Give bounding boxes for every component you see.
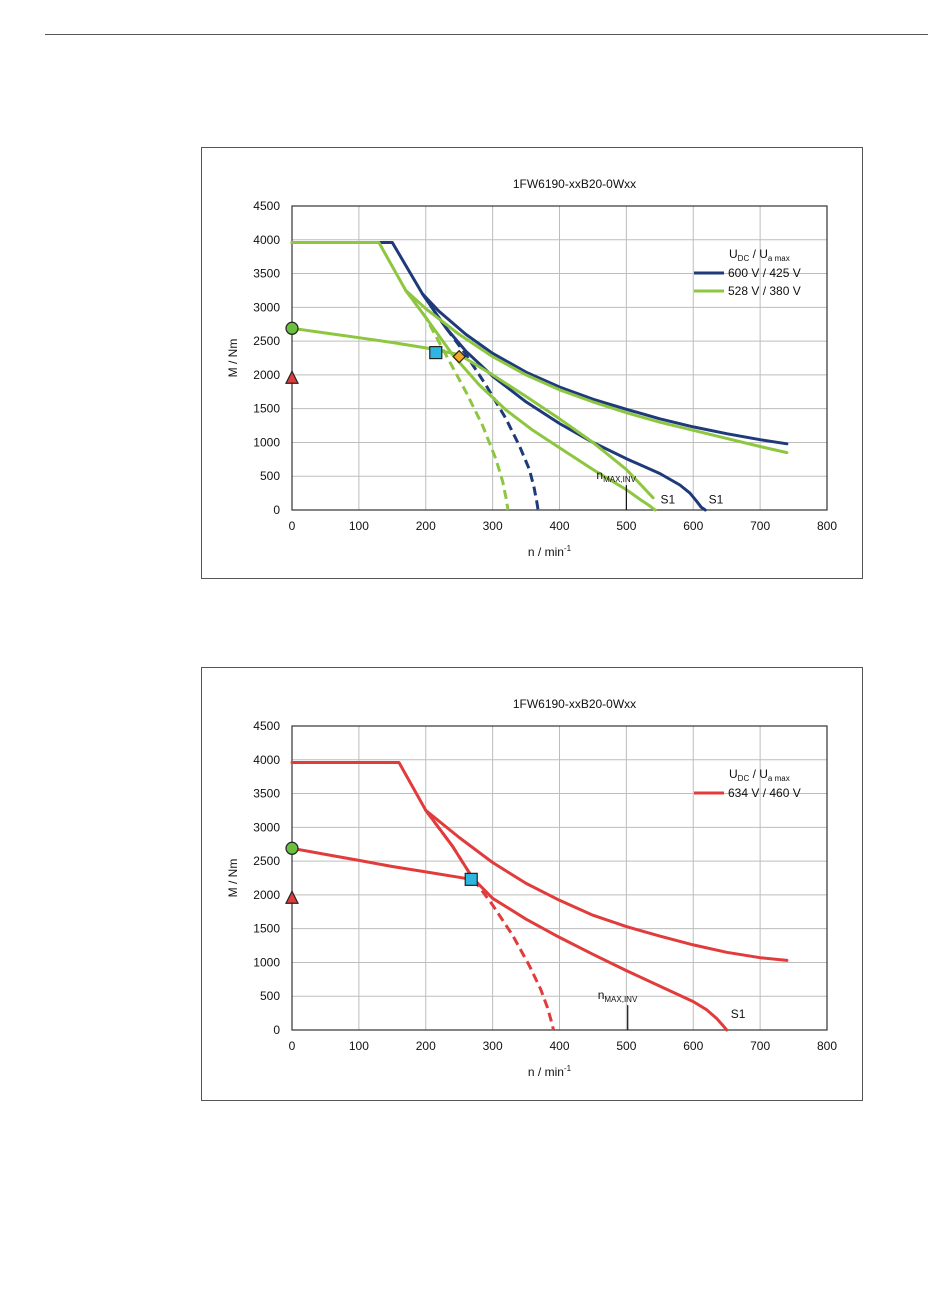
- series-line-5: [404, 288, 657, 512]
- marker-square: [464, 872, 478, 886]
- annotation-label: S1: [709, 492, 724, 506]
- y-axis-label: M / Nm: [226, 339, 240, 378]
- x-axis-label: n / min-1: [528, 1064, 572, 1079]
- series-line-2: [424, 808, 729, 1032]
- y-tick-label: 0: [273, 1023, 280, 1037]
- y-tick-label: 4500: [253, 719, 280, 733]
- y-tick-label: 1000: [253, 435, 280, 449]
- legend-header-sep: /: [749, 767, 759, 781]
- x-tick-label: 200: [416, 1039, 436, 1053]
- legend-entry: 528 V / 380 V: [728, 284, 801, 298]
- x-axis-label-sup: -1: [564, 544, 572, 553]
- series-group: [290, 241, 789, 512]
- x-tick-label: 200: [416, 519, 436, 533]
- legend-header-sep: /: [749, 247, 759, 261]
- x-tick-label: 600: [683, 1039, 703, 1053]
- n-max-inv-label: nMAX,INV: [596, 468, 636, 484]
- y-tick-label: 500: [260, 469, 280, 483]
- series-line-3: [421, 292, 540, 511]
- torque-speed-chart-2: 1FW6190-xxB20-0Wxx 0 100 200 300 400 500 600 700…: [226, 697, 837, 1079]
- y-tick-label: 3000: [253, 300, 280, 314]
- n-max-inv-sub: MAX,INV: [603, 475, 637, 484]
- chart-title: 1FW6190-xxB20-0Wxx: [513, 697, 636, 711]
- y-tick-label: 2000: [253, 368, 280, 382]
- x-tick-label: 300: [483, 519, 503, 533]
- grid: [291, 205, 828, 511]
- y-tick-label: 2500: [253, 854, 280, 868]
- x-axis-label-sup: -1: [564, 1064, 572, 1073]
- x-tick-label: 300: [483, 1039, 503, 1053]
- x-tick-label: 400: [549, 519, 569, 533]
- y-tick-label: 2500: [253, 334, 280, 348]
- series-group: [290, 761, 789, 1032]
- legend-header: UDC / Ua max: [729, 247, 790, 263]
- y-tick-label: 4500: [253, 199, 280, 213]
- legend-header-u1: U: [729, 767, 738, 781]
- plot-border: [291, 205, 828, 511]
- chart-title: 1FW6190-xxB20-0Wxx: [513, 177, 636, 191]
- y-tick-label: 3500: [253, 787, 280, 801]
- legend-header-u2: U: [759, 247, 768, 261]
- series-line-3: [424, 809, 555, 1031]
- legend-entry: 600 V / 425 V: [728, 266, 801, 280]
- n-max-inv-sub: MAX,INV: [604, 995, 638, 1004]
- chart-frame-1: 1FW6190-xxB20-0Wxx 0 100 200 300 400 500 600 700…: [201, 147, 863, 579]
- marker-square: [429, 345, 443, 360]
- x-tick-label: 0: [289, 519, 296, 533]
- series-line-1: [290, 761, 789, 962]
- marker-circle: [285, 841, 299, 855]
- y-tick-label: 3500: [253, 267, 280, 281]
- x-tick-label: 500: [616, 519, 636, 533]
- grid: [291, 725, 828, 1031]
- marker-diamond: [452, 349, 467, 364]
- legend-header: UDC / Ua max: [729, 767, 790, 783]
- series-line-7: [290, 326, 655, 500]
- series-line-4: [290, 846, 473, 881]
- top-rule: [45, 34, 928, 35]
- legend-header-s1: DC: [738, 254, 750, 263]
- series-line-4: [290, 241, 789, 455]
- x-tick-label: 400: [549, 1039, 569, 1053]
- y-axis-label: M / Nm: [226, 859, 240, 898]
- series-line-6: [404, 289, 510, 511]
- annotation-label: S1: [731, 1007, 746, 1021]
- n-max-inv-label: nMAX,INV: [598, 988, 638, 1004]
- marker-circle: [285, 321, 299, 335]
- y-tick-label: 500: [260, 989, 280, 1003]
- x-tick-label: 0: [289, 1039, 296, 1053]
- x-axis-label: n / min-1: [528, 544, 572, 559]
- legend-header-u1: U: [729, 247, 738, 261]
- plot-border: [291, 725, 828, 1031]
- torque-speed-chart-1: 1FW6190-xxB20-0Wxx 0 100 200 300 400 500 600 700…: [226, 177, 837, 559]
- chart-frame-2: 1FW6190-xxB20-0Wxx 0 100 200 300 400 500 600 700…: [201, 667, 863, 1101]
- y-tick-label: 4000: [253, 753, 280, 767]
- x-tick-label: 700: [750, 519, 770, 533]
- marker-triangle: [285, 369, 299, 384]
- x-tick-label: 800: [817, 519, 837, 533]
- x-tick-label: 700: [750, 1039, 770, 1053]
- x-tick-label: 100: [349, 519, 369, 533]
- marker-triangle: [285, 889, 299, 904]
- y-tick-label: 4000: [253, 233, 280, 247]
- legend-header-s2: a max: [768, 774, 790, 783]
- series-line-2: [420, 292, 707, 512]
- legend-entry: 634 V / 460 V: [728, 786, 801, 800]
- y-tick-label: 2000: [253, 888, 280, 902]
- annotation-label: S1: [660, 492, 675, 506]
- y-tick-label: 1500: [253, 402, 280, 416]
- legend-header-s2: a max: [768, 254, 790, 263]
- legend-header-u2: U: [759, 767, 768, 781]
- y-tick-label: 1500: [253, 922, 280, 936]
- x-tick-label: 100: [349, 1039, 369, 1053]
- y-tick-label: 3000: [253, 820, 280, 834]
- x-tick-label: 600: [683, 519, 703, 533]
- x-tick-label: 800: [817, 1039, 837, 1053]
- x-tick-label: 500: [616, 1039, 636, 1053]
- y-tick-label: 1000: [253, 955, 280, 969]
- legend-header-s1: DC: [738, 774, 750, 783]
- y-tick-label: 0: [273, 503, 280, 517]
